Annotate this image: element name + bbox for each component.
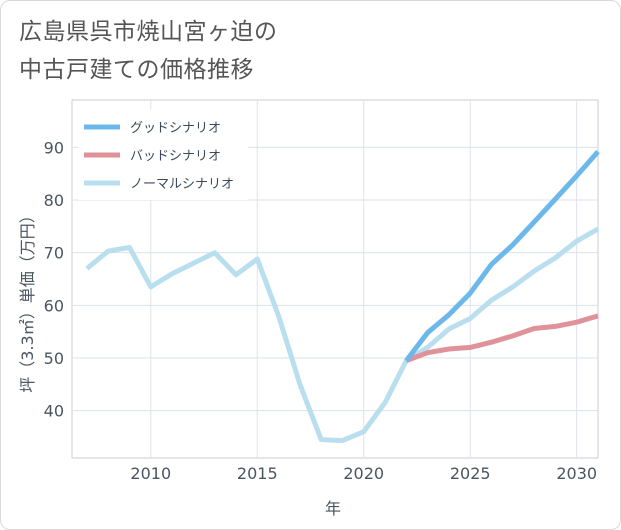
series-line-1 <box>405 313 599 363</box>
chart-title-line-1: 広島県呉市焼山宮ヶ迫の <box>19 19 278 45</box>
x-tick-label: 2015 <box>237 464 278 483</box>
y-tick-labels: 40 50 60 70 80 90 <box>44 138 64 420</box>
x-tick-label: 2010 <box>130 464 171 483</box>
y-tick-label: 90 <box>44 138 64 157</box>
x-tick-label: 2020 <box>343 464 384 483</box>
series-line-2 <box>85 226 600 444</box>
x-tick-label: 2030 <box>556 464 597 483</box>
y-axis-label: 坪（3.3㎡）単価（万円） <box>18 207 37 392</box>
series-line-0 <box>404 149 600 363</box>
legend-label-2: ノーマルシナリオ <box>130 177 234 192</box>
chart-title-line-2: 中古戸建ての価格推移 <box>19 57 254 83</box>
y-tick-label: 40 <box>44 402 64 421</box>
x-tick-label: 2025 <box>450 464 491 483</box>
chart-title: 広島県呉市焼山宮ヶ迫の 中古戸建ての価格推移 <box>19 13 579 89</box>
grid-lines <box>72 100 598 458</box>
legend-label-0: グッドシナリオ <box>130 121 221 136</box>
y-tick-label: 60 <box>44 296 64 315</box>
x-axis-label: 年 <box>325 499 341 518</box>
y-tick-label: 50 <box>44 349 64 368</box>
series-lines <box>85 149 600 444</box>
x-tick-labels: 2010 2015 2020 2025 2030 <box>130 464 597 483</box>
y-tick-label: 70 <box>44 244 64 263</box>
y-tick-label: 80 <box>44 191 64 210</box>
legend-label-1: バッドシナリオ <box>130 149 221 164</box>
